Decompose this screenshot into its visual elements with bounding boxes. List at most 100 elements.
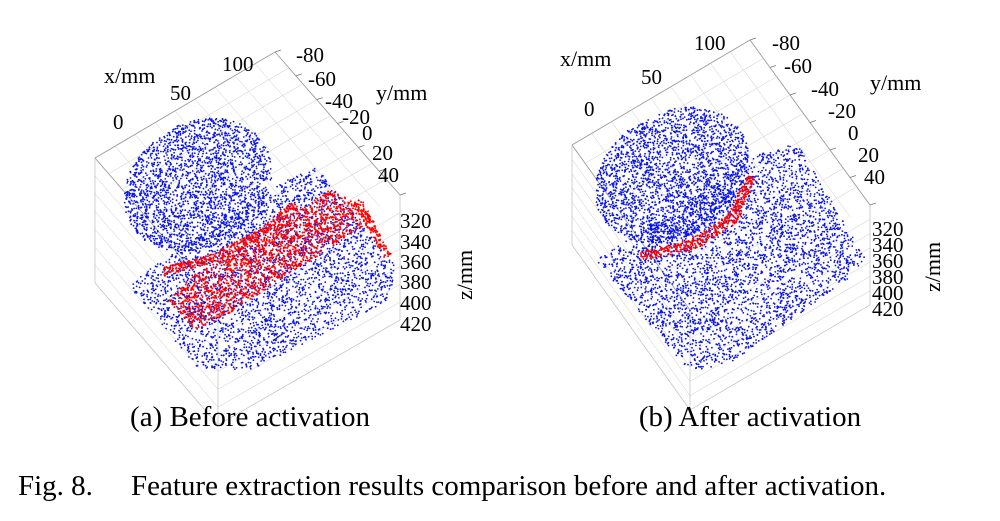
point bbox=[249, 330, 252, 332]
point bbox=[233, 353, 236, 355]
point bbox=[334, 324, 336, 327]
point bbox=[248, 231, 251, 234]
point bbox=[144, 220, 147, 223]
point bbox=[175, 305, 178, 308]
point bbox=[139, 192, 141, 195]
point bbox=[229, 331, 232, 334]
point bbox=[185, 231, 188, 234]
point bbox=[307, 335, 310, 338]
point bbox=[263, 210, 266, 213]
point bbox=[129, 170, 132, 173]
point bbox=[159, 209, 162, 211]
point bbox=[262, 175, 265, 178]
point bbox=[199, 247, 202, 250]
point bbox=[228, 242, 231, 244]
point bbox=[349, 301, 351, 304]
point bbox=[155, 232, 158, 235]
point bbox=[189, 155, 191, 158]
point bbox=[231, 276, 234, 279]
point bbox=[326, 231, 329, 234]
point bbox=[201, 239, 204, 241]
point bbox=[296, 198, 299, 201]
point-cloud-a bbox=[123, 117, 395, 370]
point bbox=[205, 335, 207, 337]
point bbox=[247, 331, 250, 334]
point bbox=[206, 242, 209, 245]
point bbox=[287, 308, 290, 311]
point bbox=[298, 226, 301, 229]
point bbox=[221, 230, 224, 233]
point bbox=[172, 297, 175, 299]
point bbox=[348, 264, 351, 266]
point bbox=[220, 207, 222, 210]
point bbox=[263, 260, 265, 263]
point bbox=[165, 172, 168, 175]
point bbox=[292, 320, 295, 323]
point bbox=[380, 288, 383, 291]
point bbox=[182, 278, 185, 281]
point bbox=[227, 141, 230, 143]
point bbox=[323, 258, 326, 261]
point bbox=[177, 226, 180, 228]
point bbox=[180, 206, 183, 208]
point bbox=[314, 238, 317, 241]
point bbox=[188, 209, 191, 212]
point bbox=[268, 281, 270, 283]
point bbox=[264, 190, 267, 193]
point bbox=[197, 185, 200, 188]
point bbox=[187, 228, 189, 231]
point bbox=[265, 204, 268, 207]
point bbox=[377, 253, 380, 256]
point bbox=[362, 243, 365, 246]
point bbox=[266, 288, 269, 291]
point bbox=[212, 346, 215, 349]
point bbox=[145, 166, 148, 168]
point bbox=[186, 213, 189, 216]
point bbox=[208, 262, 211, 265]
point bbox=[233, 199, 236, 202]
point bbox=[354, 230, 356, 233]
point bbox=[153, 148, 156, 151]
point bbox=[310, 181, 313, 183]
point bbox=[146, 148, 148, 151]
point bbox=[194, 160, 197, 162]
point bbox=[220, 222, 223, 225]
point bbox=[270, 330, 272, 332]
point bbox=[308, 314, 311, 317]
point bbox=[309, 295, 312, 298]
point bbox=[286, 265, 289, 268]
point bbox=[371, 241, 374, 244]
point bbox=[351, 294, 353, 297]
point bbox=[232, 331, 235, 333]
point bbox=[179, 251, 182, 254]
point bbox=[134, 213, 137, 215]
point bbox=[281, 203, 283, 205]
point bbox=[302, 221, 305, 224]
point bbox=[249, 189, 251, 192]
point bbox=[214, 250, 216, 253]
point bbox=[176, 252, 179, 255]
point bbox=[154, 180, 157, 183]
point bbox=[151, 180, 154, 182]
point bbox=[191, 196, 194, 199]
point bbox=[208, 237, 210, 240]
point bbox=[197, 347, 200, 350]
point bbox=[228, 224, 231, 227]
point bbox=[128, 194, 131, 197]
point bbox=[150, 182, 153, 185]
point bbox=[138, 173, 140, 176]
point bbox=[228, 221, 231, 224]
point bbox=[250, 221, 253, 224]
point bbox=[144, 172, 147, 175]
point bbox=[221, 205, 224, 207]
point bbox=[185, 174, 187, 177]
point bbox=[227, 290, 230, 292]
point bbox=[378, 275, 381, 277]
point bbox=[138, 160, 140, 163]
point bbox=[147, 307, 150, 309]
point bbox=[179, 224, 182, 227]
point bbox=[247, 226, 250, 229]
point bbox=[241, 318, 244, 321]
point bbox=[136, 224, 139, 227]
point bbox=[286, 344, 288, 347]
